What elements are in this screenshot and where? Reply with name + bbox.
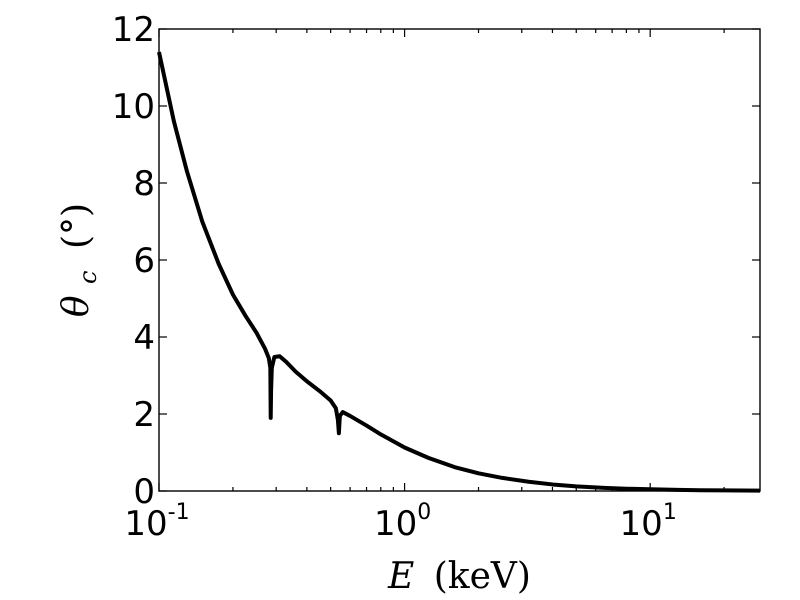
y-axis-subscript: c — [74, 270, 102, 283]
x-tick-label: 100 — [374, 500, 431, 544]
tick-labels: 0 2 4 6 8 10 12 10-1 100 101 — [112, 10, 677, 544]
x-axis-symbol: E — [387, 556, 414, 597]
y-axis-symbol: θ — [56, 295, 97, 317]
x-axis-unit: (keV) — [434, 556, 531, 597]
y-tick-label: 4 — [133, 318, 155, 358]
y-tick-label: 0 — [133, 472, 155, 512]
axis-ticks — [158, 28, 760, 492]
y-axis-unit: (°) — [56, 203, 97, 249]
y-tick-label: 12 — [112, 10, 155, 50]
series-line-0 — [157, 51, 761, 493]
y-tick-label: 2 — [133, 395, 155, 435]
y-tick-label: 6 — [133, 241, 155, 281]
x-tick-label: 10-1 — [124, 500, 189, 544]
y-tick-label: 8 — [133, 164, 155, 204]
plot-frame — [158, 28, 761, 492]
y-axis-label: θ c (°) — [56, 203, 105, 317]
y-tick-label: 10 — [112, 87, 155, 127]
x-tick-label: 101 — [620, 500, 677, 544]
x-axis-label: E (keV) — [387, 556, 531, 597]
plot-content — [157, 51, 761, 493]
